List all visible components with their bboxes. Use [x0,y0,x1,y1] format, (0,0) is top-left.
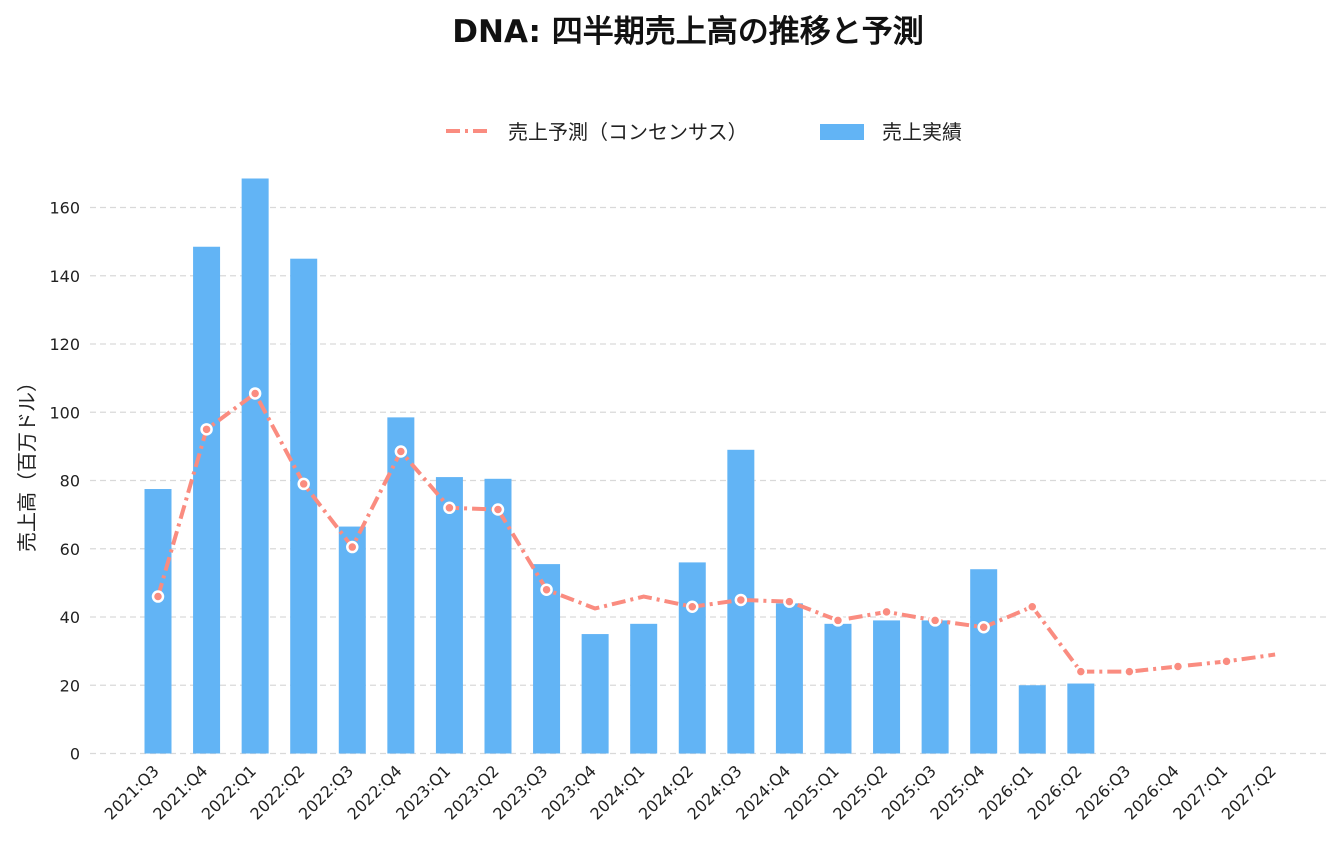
forecast-point [1123,665,1136,678]
chart-title: DNA: 四半期売上高の推移と予測 [452,14,923,50]
bar-actual [387,417,415,754]
bar-actual [775,603,803,754]
y-axis-label: 売上高（百万ドル） [15,372,39,552]
bar-actual [484,478,512,754]
forecast-point [1220,655,1233,668]
gridlines [90,206,1330,755]
forecast-point [248,387,262,400]
y-tick-label: 80 [60,472,80,491]
bar-actual [921,620,949,754]
forecast-point [831,614,845,627]
forecast-point [880,605,893,619]
forecast-point [297,477,310,491]
forecast-point [783,595,796,608]
forecast-point [151,590,165,603]
y-tick-label: 40 [60,608,80,627]
y-tick-label: 120 [49,335,80,354]
bar-actual [338,526,366,754]
forecast-point [1074,665,1088,678]
forecast-point [1171,660,1185,673]
y-tick-label: 0 [70,745,80,764]
forecast-point [977,620,990,634]
bar-actual [435,477,463,754]
forecast-point [394,445,408,458]
bar-actual [581,634,609,754]
legend-actual-label: 売上実績 [882,120,962,144]
bar-actual [970,569,998,754]
forecast-point [200,423,213,436]
legend-actual-swatch [820,124,864,140]
y-tick-label: 160 [49,199,80,218]
bar-actual [193,246,221,754]
forecast-point [686,600,699,614]
legend-forecast-label: 売上予測（コンセンサス） [508,120,748,144]
forecast-line [156,391,1276,674]
bar-actual [241,178,269,754]
bar-actual [144,489,172,754]
forecast-point [540,583,553,596]
forecast-point [491,503,505,516]
bar-actual [678,562,706,754]
forecast-point [734,593,748,607]
bar-actual [1067,683,1095,754]
forecast-point [443,501,456,515]
forecast-point [928,614,942,627]
x-ticks: 2021:Q32021:Q42022:Q12022:Q22022:Q32022:… [101,761,1280,823]
legend: 売上予測（コンセンサス） 売上実績 [446,120,962,144]
y-ticks: 0 20 40 60 80 100 120 140 160 [49,199,80,764]
y-tick-label: 20 [60,676,80,695]
bar-actual [873,620,901,754]
y-tick-label: 140 [49,267,80,286]
bar-actual [1018,685,1046,754]
bar-actual [290,258,318,754]
forecast-point [1026,600,1039,614]
bar-actual [630,623,658,754]
bar-actual [824,623,852,754]
bars [144,178,1095,754]
forecast-line-group [151,387,1276,678]
forecast-point [346,540,359,554]
y-tick-label: 60 [60,540,80,559]
y-tick-label: 100 [49,403,80,422]
